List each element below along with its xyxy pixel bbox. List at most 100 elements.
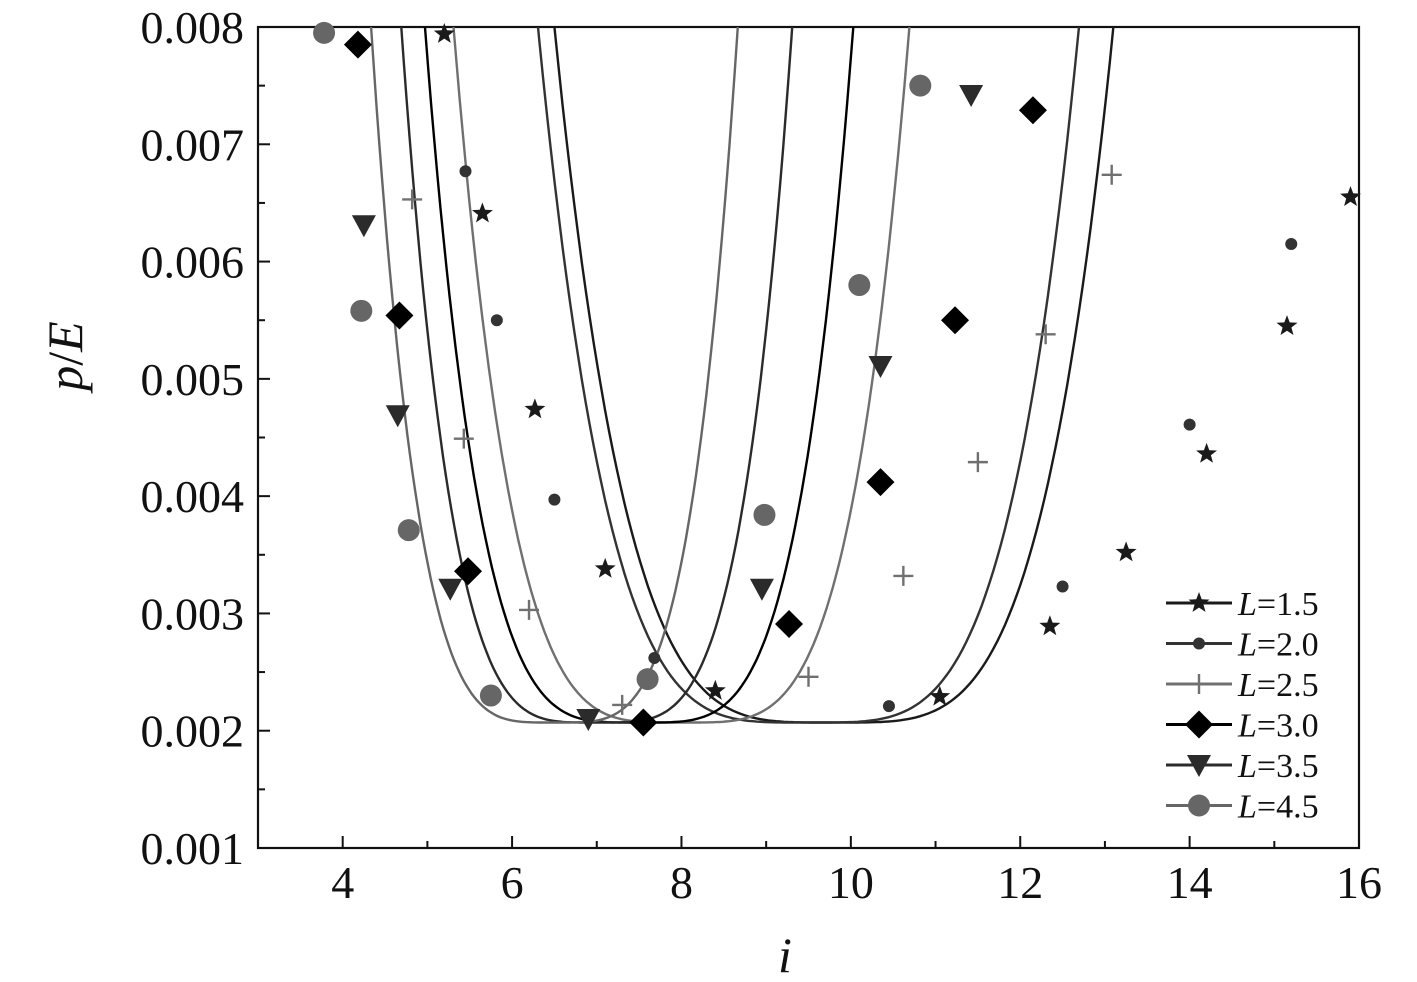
- data-point-circle: [397, 519, 420, 542]
- data-point-diamond: [454, 557, 483, 586]
- data-point-triangle-down: [351, 215, 376, 238]
- data-point-circle: [753, 503, 776, 526]
- legend-label: L=3.0: [1237, 708, 1319, 745]
- legend-label: L=1.5: [1237, 586, 1319, 623]
- legend-label-var: L: [1237, 586, 1257, 623]
- data-point-circle: [636, 668, 659, 691]
- data-point-star: [472, 202, 493, 223]
- data-point-circle: [313, 21, 336, 44]
- legend-label-var: L: [1237, 748, 1257, 785]
- series-line-4: [400, 27, 794, 724]
- y-tick-label: 0.005: [141, 354, 245, 405]
- legend-label-value: =3.5: [1257, 748, 1319, 785]
- data-point-plus: [453, 428, 474, 449]
- data-point-circle: [350, 299, 373, 322]
- data-point-triangle-down: [438, 578, 463, 601]
- x-tick-label: 10: [828, 857, 874, 908]
- y-tick-label: 0.006: [141, 237, 245, 288]
- data-point-star: [704, 679, 726, 700]
- x-tick-label: 12: [997, 857, 1043, 908]
- legend-marker-star: [1188, 592, 1210, 612]
- x-axis-title: i: [778, 927, 792, 982]
- series-line-3: [423, 27, 855, 724]
- data-point-plus: [612, 694, 633, 715]
- data-point-dot: [648, 651, 661, 664]
- data-point-star: [1196, 442, 1217, 463]
- data-point-dot: [1183, 418, 1196, 431]
- legend-label-var: L: [1237, 667, 1257, 704]
- series-markers: [313, 21, 1361, 737]
- data-point-triangle-down: [576, 708, 601, 731]
- x-tick-label: 8: [670, 857, 693, 908]
- data-point-star: [524, 398, 546, 419]
- data-point-dot: [1285, 237, 1298, 250]
- x-tick-label: 6: [501, 857, 524, 908]
- data-point-dot: [459, 165, 472, 178]
- y-tick-label: 0.002: [141, 706, 245, 757]
- legend-label: L=3.5: [1237, 748, 1319, 785]
- legend: L=1.5L=2.0L=2.5L=3.0L=3.5L=4.5: [1166, 586, 1319, 826]
- data-point-star: [929, 685, 951, 706]
- data-point-triangle-down: [868, 355, 893, 378]
- data-point-circle: [848, 274, 871, 297]
- data-point-triangle-down: [385, 405, 410, 428]
- data-point-dot: [548, 493, 561, 506]
- data-point-star: [594, 557, 616, 578]
- x-tick-label: 4: [331, 857, 354, 908]
- series-line-5: [369, 27, 739, 724]
- legend-label-value: =4.5: [1257, 789, 1319, 826]
- series-curves: [369, 27, 1115, 724]
- y-tick-label: 0.004: [141, 471, 245, 522]
- data-point-dot: [882, 700, 895, 713]
- data-point-diamond: [385, 301, 414, 330]
- data-point-plus: [967, 452, 988, 473]
- data-point-diamond: [343, 30, 372, 59]
- series-line-1: [536, 27, 1081, 724]
- legend-marker-dot: [1193, 637, 1205, 650]
- legend-marker-triangle-down: [1187, 755, 1211, 777]
- y-axis-title-var-e: E: [37, 321, 93, 353]
- data-point-circle: [909, 74, 932, 97]
- data-point-star: [433, 23, 455, 43]
- y-tick-label: 0.007: [141, 119, 245, 170]
- data-point-diamond: [775, 609, 804, 638]
- data-point-star: [1115, 541, 1137, 562]
- data-point-dot: [490, 314, 503, 327]
- legend-label-value: =2.0: [1257, 627, 1319, 664]
- x-tick-label: 16: [1336, 857, 1382, 908]
- data-point-star: [1039, 615, 1061, 636]
- legend-label-var: L: [1237, 627, 1257, 664]
- data-point-triangle-down: [959, 85, 984, 108]
- legend-marker-plus: [1189, 674, 1209, 694]
- data-point-triangle-down: [749, 578, 774, 601]
- legend-label-var: L: [1237, 708, 1257, 745]
- legend-label: L=4.5: [1237, 789, 1319, 826]
- data-point-plus: [798, 666, 819, 687]
- legend-label-var: L: [1237, 789, 1257, 826]
- legend-label-value: =2.5: [1257, 667, 1319, 704]
- data-point-star: [1276, 315, 1298, 335]
- y-tick-label: 0.003: [141, 588, 245, 639]
- y-axis-title: p/E: [37, 321, 93, 393]
- x-tick-label: 14: [1167, 857, 1213, 908]
- series-line-0: [553, 27, 1115, 724]
- data-point-plus: [519, 599, 540, 620]
- legend-label-value: =3.0: [1257, 708, 1319, 745]
- data-point-plus: [893, 565, 914, 586]
- legend-label: L=2.5: [1237, 667, 1319, 704]
- y-tick-label: 0.008: [141, 2, 245, 53]
- data-point-circle: [479, 684, 502, 707]
- data-point-plus: [1101, 164, 1122, 185]
- data-point-diamond: [941, 306, 970, 335]
- data-point-diamond: [1018, 96, 1047, 125]
- y-axis-title-slash: /: [37, 352, 93, 366]
- legend-label: L=2.0: [1237, 627, 1319, 664]
- legend-label-value: =1.5: [1257, 586, 1319, 623]
- legend-marker-diamond: [1185, 710, 1213, 739]
- series-line-2: [452, 27, 911, 724]
- data-point-dot: [1056, 580, 1069, 593]
- data-point-plus: [1035, 324, 1056, 345]
- data-point-diamond: [629, 708, 658, 737]
- y-axis-title-var-p: p: [37, 366, 93, 394]
